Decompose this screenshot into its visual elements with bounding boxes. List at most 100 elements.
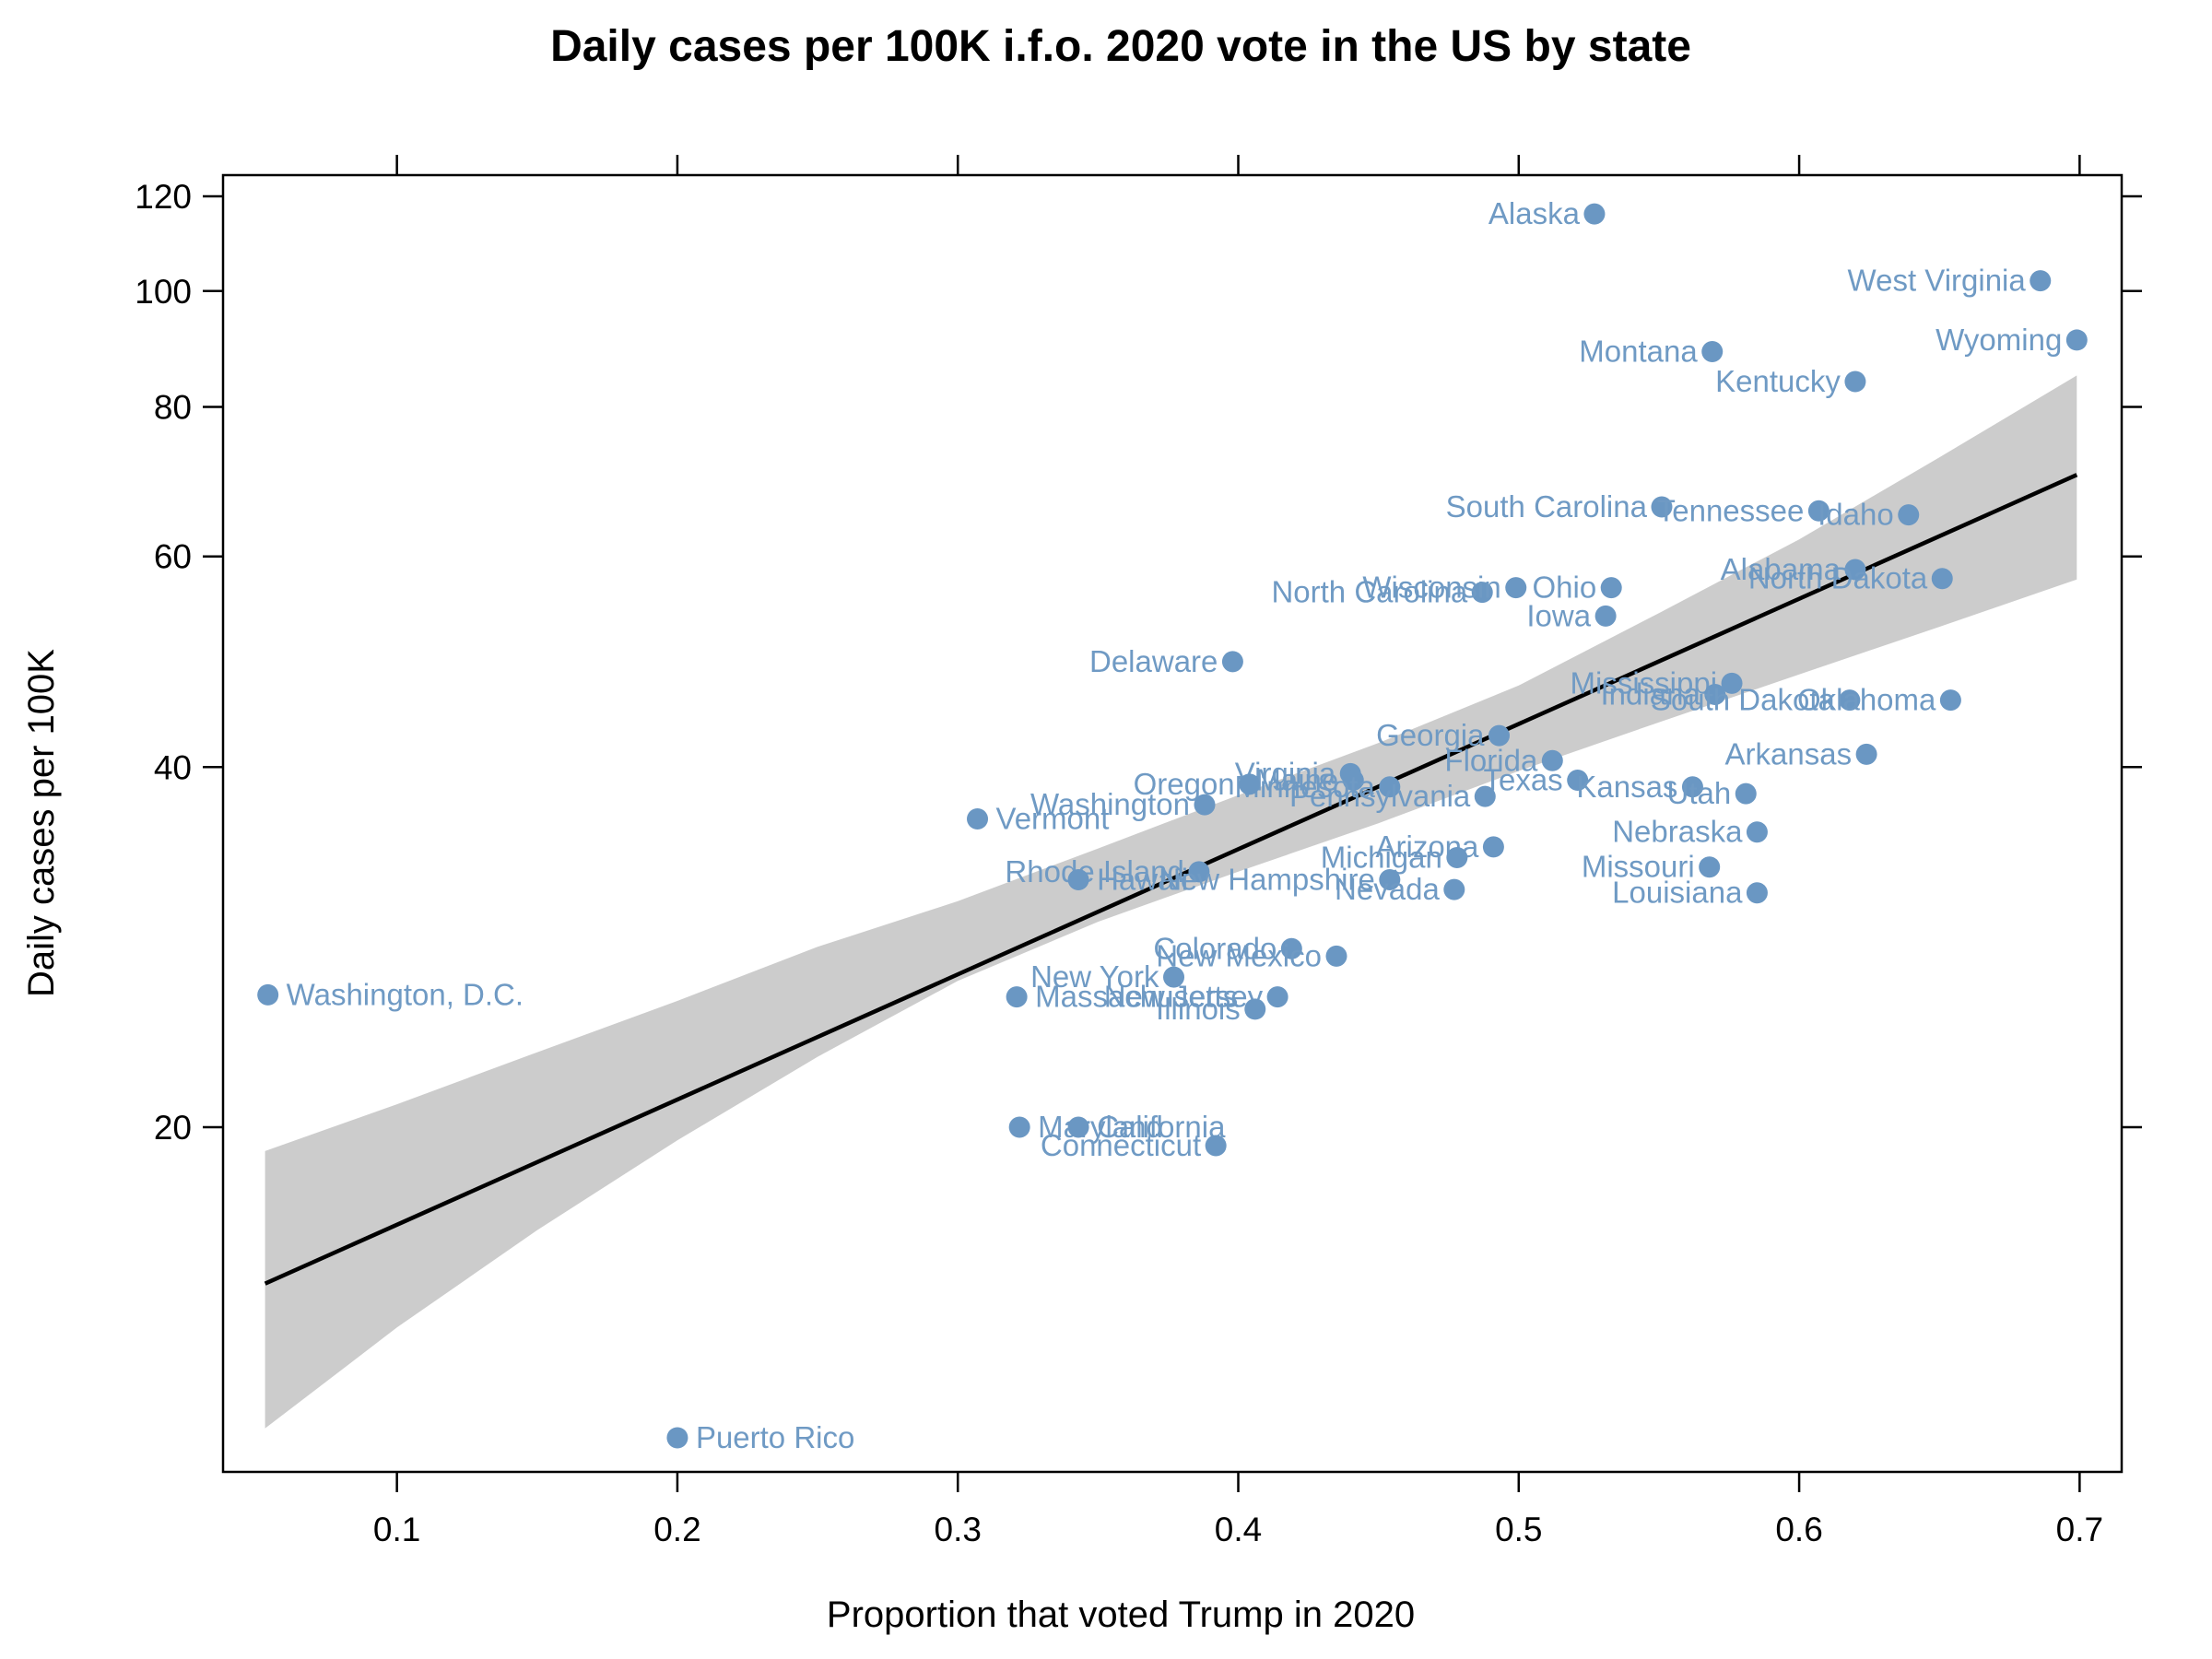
x-tick-label: 0.5 <box>1495 1511 1542 1548</box>
point-label: Kentucky <box>1715 364 1841 398</box>
point-label: Florida <box>1444 743 1538 777</box>
data-point <box>1325 945 1347 967</box>
point-label: Idaho <box>1818 498 1894 532</box>
point-label: South Dakota <box>1651 683 1836 717</box>
data-point <box>1567 770 1589 792</box>
data-point <box>1379 869 1401 891</box>
confidence-band-layer <box>265 375 2077 1429</box>
data-point <box>1006 986 1028 1008</box>
point-label: Michigan <box>1321 841 1442 875</box>
point-label: Oregon <box>1134 767 1235 801</box>
points-layer: Alaska West Virginia Wyoming Montana Kentuck… <box>257 196 2088 1454</box>
regression-line <box>264 473 2078 1286</box>
point-label: Colorado <box>1153 931 1277 965</box>
point-label: Washington, D.C. <box>287 977 524 1011</box>
point-label: Alaska <box>1488 196 1581 230</box>
data-point <box>1844 559 1866 581</box>
point-label: Indiana <box>1601 677 1701 711</box>
data-point <box>1266 986 1288 1008</box>
point-label: Louisiana <box>1612 876 1743 910</box>
confidence-band <box>265 375 2077 1429</box>
data-point <box>1239 773 1261 795</box>
data-point <box>1244 998 1266 1020</box>
x-tick-label: 0.2 <box>653 1511 700 1548</box>
data-point <box>967 808 989 830</box>
point-label: Missouri <box>1582 850 1695 884</box>
x-tick-label: 0.3 <box>935 1511 982 1548</box>
data-point <box>1221 651 1243 673</box>
data-point <box>1681 776 1703 798</box>
point-label: Oklahoma <box>1797 683 1936 717</box>
point-label: South Carolina <box>1446 489 1648 524</box>
fit-line-layer <box>264 473 2078 1286</box>
point-label: Iowa <box>1526 598 1591 632</box>
data-point <box>1839 689 1861 712</box>
data-point <box>1735 782 1757 805</box>
point-label: Maryland <box>1038 1110 1163 1144</box>
point-label: New Hampshire <box>1159 863 1375 897</box>
point-label: Nevada <box>1335 872 1440 906</box>
point-label: Tennessee <box>1657 493 1805 527</box>
data-point <box>1699 856 1721 878</box>
point-label: Hawaii <box>1097 863 1188 897</box>
data-point <box>1898 504 1920 526</box>
point-label: North Dakota <box>1748 561 1928 595</box>
data-point <box>1474 785 1496 807</box>
point-label: Washington <box>1030 787 1190 821</box>
point-label: Georgia <box>1376 718 1485 752</box>
x-tick-label: 0.6 <box>1775 1511 1822 1548</box>
data-point <box>1583 203 1606 225</box>
data-point <box>1505 577 1527 599</box>
y-axis-label: Daily cases per 100K <box>21 649 62 997</box>
data-point <box>1844 371 1866 393</box>
point-label: California <box>1097 1110 1226 1144</box>
data-point <box>1280 937 1302 959</box>
data-point <box>1163 966 1185 988</box>
point-label: New Jersey <box>1104 980 1264 1014</box>
point-label: Connecticut <box>1041 1128 1201 1162</box>
point-label: Utah <box>1667 776 1732 810</box>
x-tick-label: 0.4 <box>1215 1511 1262 1548</box>
point-label: Maine <box>1255 763 1338 797</box>
x-tick-label: 0.1 <box>373 1511 420 1548</box>
chart-title: Daily cases per 100K i.f.o. 2020 vote in… <box>550 22 1691 71</box>
point-label: Nebraska <box>1612 815 1743 849</box>
point-label: Delaware <box>1089 644 1218 678</box>
data-point <box>2030 270 2052 292</box>
point-label: Montana <box>1579 334 1698 368</box>
data-point <box>1446 847 1468 869</box>
data-point <box>1379 776 1401 798</box>
point-label: Kansas <box>1576 770 1677 804</box>
data-point <box>1342 770 1364 792</box>
data-point <box>1704 683 1726 705</box>
data-point <box>1067 869 1089 891</box>
y-tick-label: 40 <box>154 748 192 786</box>
y-tick-label: 80 <box>154 389 192 427</box>
point-label: Pennsylvania <box>1289 779 1471 813</box>
point-label: North Carolina <box>1271 575 1467 609</box>
y-tick-label: 120 <box>135 178 192 216</box>
y-tick-label: 60 <box>154 538 192 576</box>
point-label: Vermont <box>996 802 1110 836</box>
data-point <box>1205 1135 1227 1157</box>
data-point <box>1939 689 1961 712</box>
data-point <box>1746 882 1768 904</box>
data-point <box>1008 1116 1030 1138</box>
point-label: New Mexico <box>1156 938 1322 972</box>
data-point <box>1194 794 1216 816</box>
point-label: Wisconsin <box>1362 571 1500 605</box>
x-axis-label: Proportion that voted Trump in 2020 <box>827 1594 1415 1635</box>
point-label: West Virginia <box>1848 264 2027 298</box>
point-label: Arkansas <box>1725 736 1853 771</box>
y-tick-label: 20 <box>154 1109 192 1147</box>
point-label: Ohio <box>1532 571 1596 605</box>
x-axis: 0.1 0.2 0.3 0.4 0.5 0.6 0.7 <box>373 155 2103 1548</box>
data-point <box>1488 724 1510 747</box>
data-point <box>1443 878 1465 900</box>
point-label: Illinois <box>1156 992 1241 1026</box>
data-point <box>1482 836 1504 858</box>
data-point <box>2065 329 2088 351</box>
data-point <box>1651 496 1673 518</box>
point-label: Wyoming <box>1936 323 2062 357</box>
